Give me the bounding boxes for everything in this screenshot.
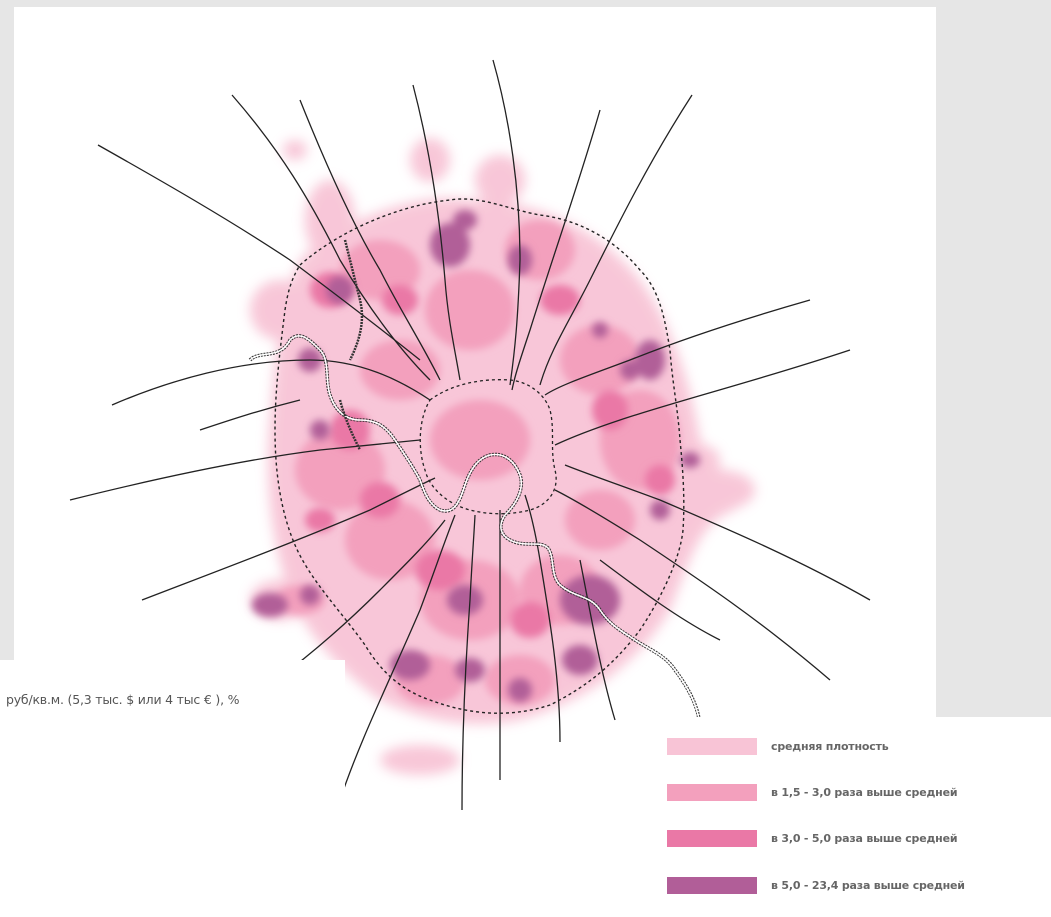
canal [338,239,364,451]
legend: средняя плотность в 1,5 - 3,0 раза выше … [655,717,1051,917]
legend-item-5x: в 5,0 - 23,4 раза выше средней [667,874,965,896]
mkad-ring [274,198,685,714]
legend-swatch-1-5x [667,783,757,801]
legend-item-3x: в 3,0 - 5,0 раза выше средней [667,827,958,849]
map-caption: руб/кв.м. (5,3 тыс. $ или 4 тыс € ), % [6,692,240,707]
third-ring [419,379,557,515]
legend-label-1-5x: в 1,5 - 3,0 раза выше средней [771,785,958,799]
legend-swatch-average [667,737,757,755]
caption-panel: руб/кв.м. (5,3 тыс. $ или 4 тыс € ), % [0,660,345,917]
river-inner [249,335,701,731]
legend-item-1-5x: в 1,5 - 3,0 раза выше средней [667,781,958,803]
legend-swatch-5x [667,876,757,894]
legend-label-average: средняя плотность [771,739,889,753]
legend-item-average: средняя плотность [667,735,889,757]
legend-label-5x: в 5,0 - 23,4 раза выше средней [771,878,965,892]
legend-label-3x: в 3,0 - 5,0 раза выше средней [771,831,958,845]
roads-network [69,59,871,811]
legend-swatch-3x [667,829,757,847]
